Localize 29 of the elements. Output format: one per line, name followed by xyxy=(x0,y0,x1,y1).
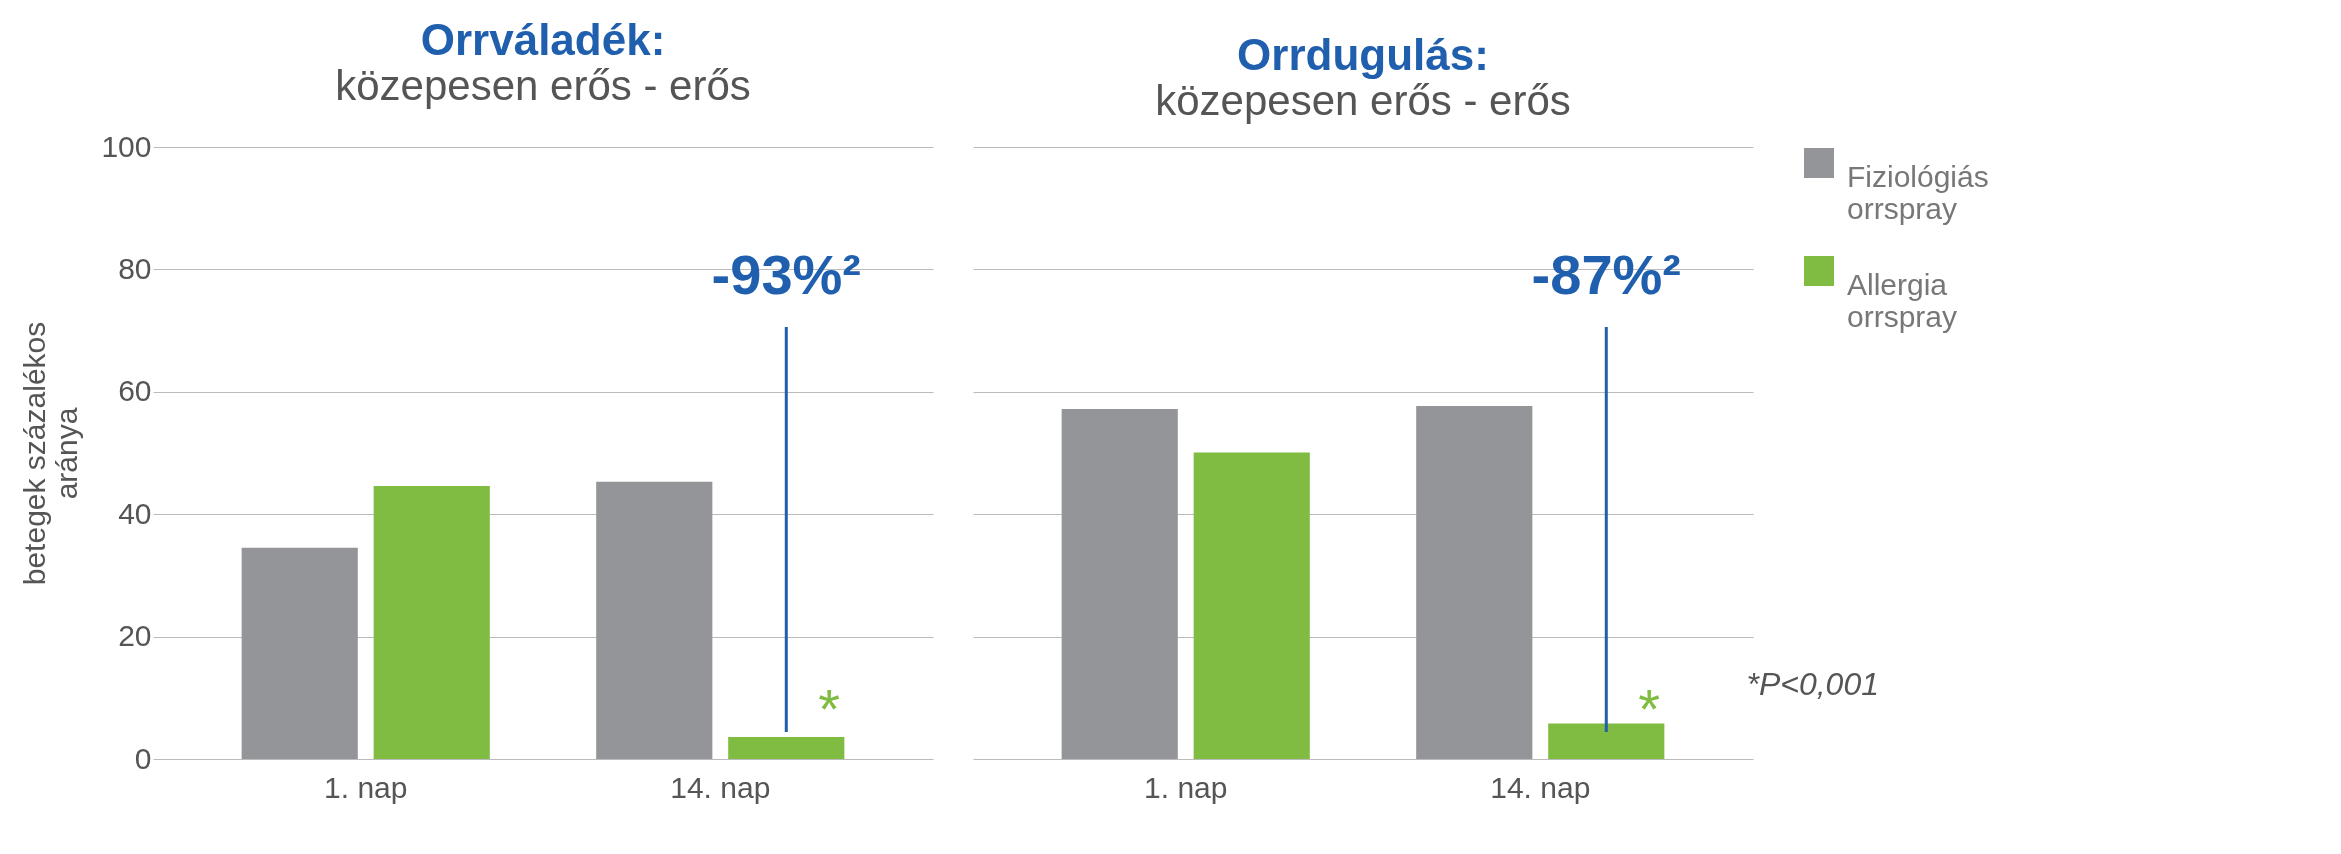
bar xyxy=(1548,723,1665,759)
annotation: * xyxy=(1638,677,1661,740)
annotation: *P<0,001 xyxy=(1746,666,1879,703)
y-tick-label: 100 xyxy=(101,129,152,163)
y-axis-title: betegek százalékos aránya xyxy=(18,321,84,586)
y-tick-label: 60 xyxy=(118,374,152,408)
x-tick-label: 1. nap xyxy=(1144,770,1228,804)
annotation: * xyxy=(818,677,841,740)
x-tick-label: 1. nap xyxy=(324,770,408,804)
annotation: -93%² xyxy=(711,243,861,306)
chart-title: Orrdugulás: xyxy=(1237,30,1489,79)
bar xyxy=(1416,405,1533,759)
bar xyxy=(373,486,490,759)
bar xyxy=(1061,408,1178,759)
bar xyxy=(596,481,713,759)
chart-title: Orrváladék: xyxy=(420,15,666,64)
legend-label: Fiziológiás orrspray xyxy=(1847,160,1989,225)
x-tick-label: 14. nap xyxy=(670,770,771,804)
legend-label: Allergia orrspray xyxy=(1847,268,1958,333)
x-tick-label: 14. nap xyxy=(1490,770,1591,804)
chart-subtitle: közepesen erős - erős xyxy=(335,62,751,109)
y-tick-label: 80 xyxy=(118,251,152,285)
annotation: -87%² xyxy=(1531,243,1681,306)
bar xyxy=(1193,452,1310,759)
y-tick-label: 0 xyxy=(134,741,152,775)
bar xyxy=(241,547,358,759)
y-tick-label: 40 xyxy=(118,496,152,530)
bar xyxy=(728,736,845,759)
y-tick-label: 20 xyxy=(118,619,152,653)
